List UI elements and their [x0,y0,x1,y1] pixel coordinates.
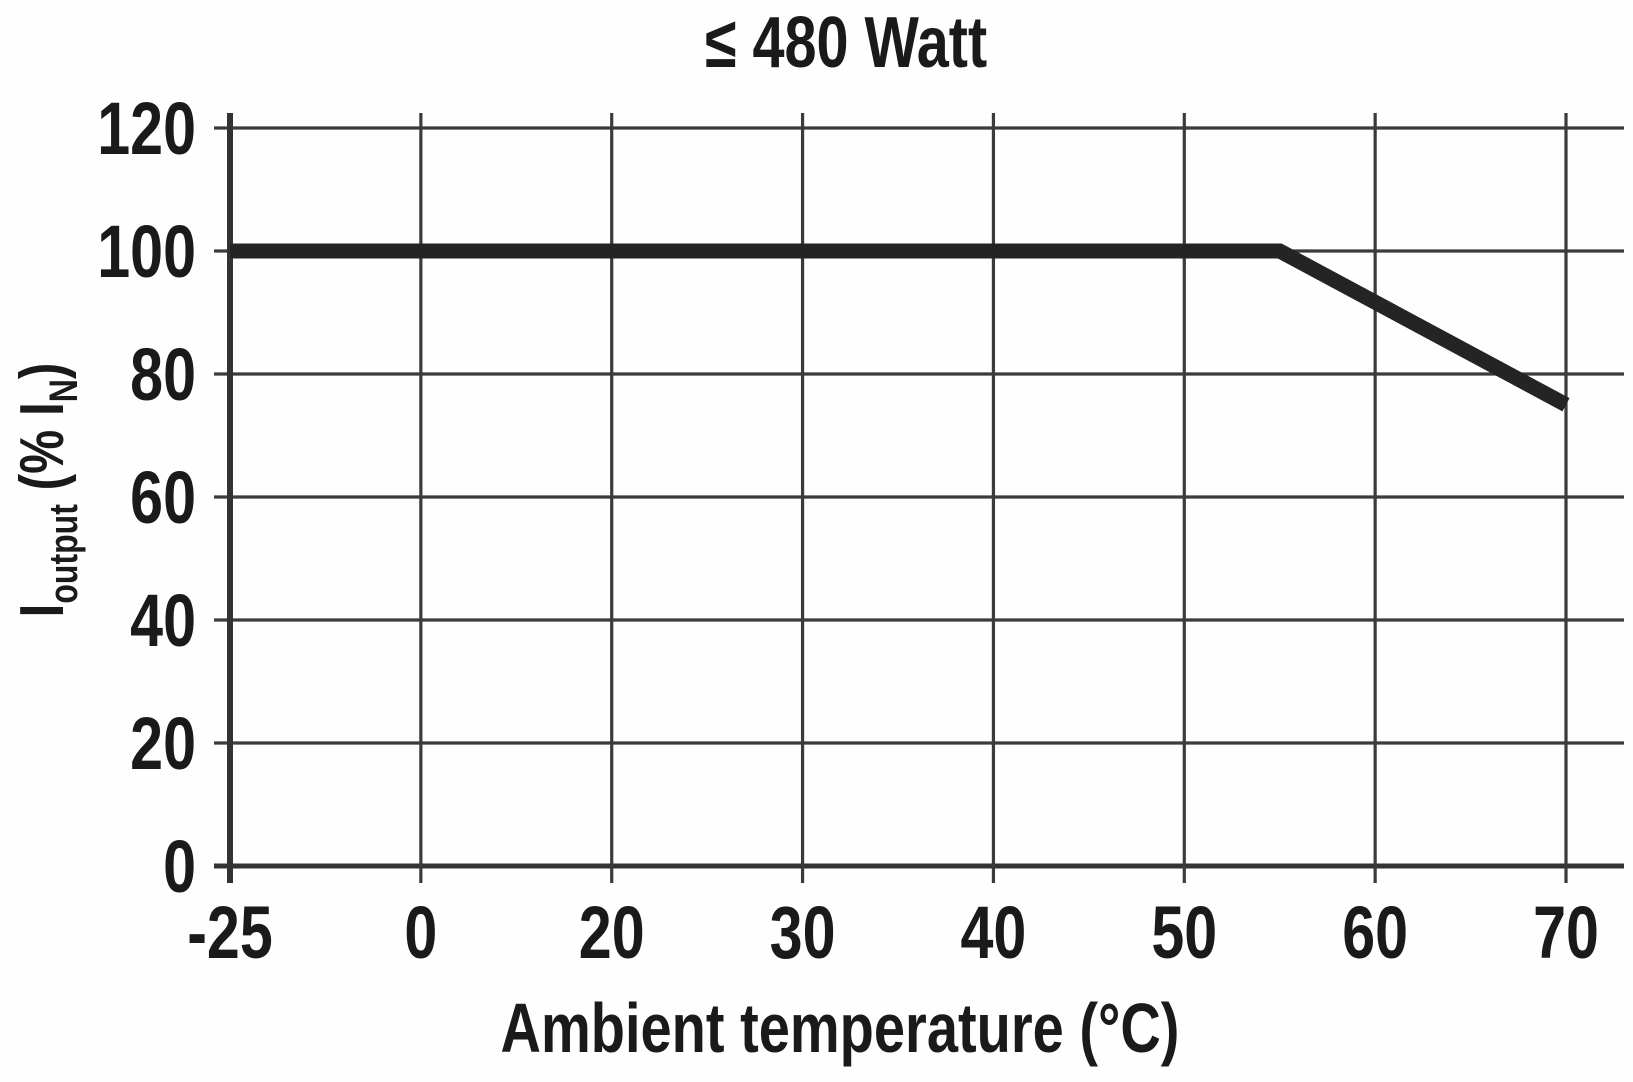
y-tick-label: 20 [130,703,196,786]
y-tick-label: 0 [163,826,196,909]
x-tick-label: 40 [961,892,1027,975]
y-tick-label: 120 [97,88,196,171]
y-tick-label: 60 [130,457,196,540]
x-tick-label: 0 [404,892,437,975]
y-tick-label: 40 [130,580,196,663]
y-tick-label: 100 [97,211,196,294]
y-tick-label: 80 [130,334,196,417]
output-current-derating-curve [230,243,1570,412]
x-tick-label: 60 [1342,892,1408,975]
x-tick-label: -25 [187,892,273,975]
chart-title: ≤ 480 Watt [704,3,988,83]
x-tick-label: 70 [1533,892,1599,975]
x-tick-label: 50 [1151,892,1217,975]
x-axis-label: Ambient temperature (°C) [500,989,1180,1067]
x-tick-label: 20 [579,892,645,975]
x-tick-label: 30 [770,892,836,975]
